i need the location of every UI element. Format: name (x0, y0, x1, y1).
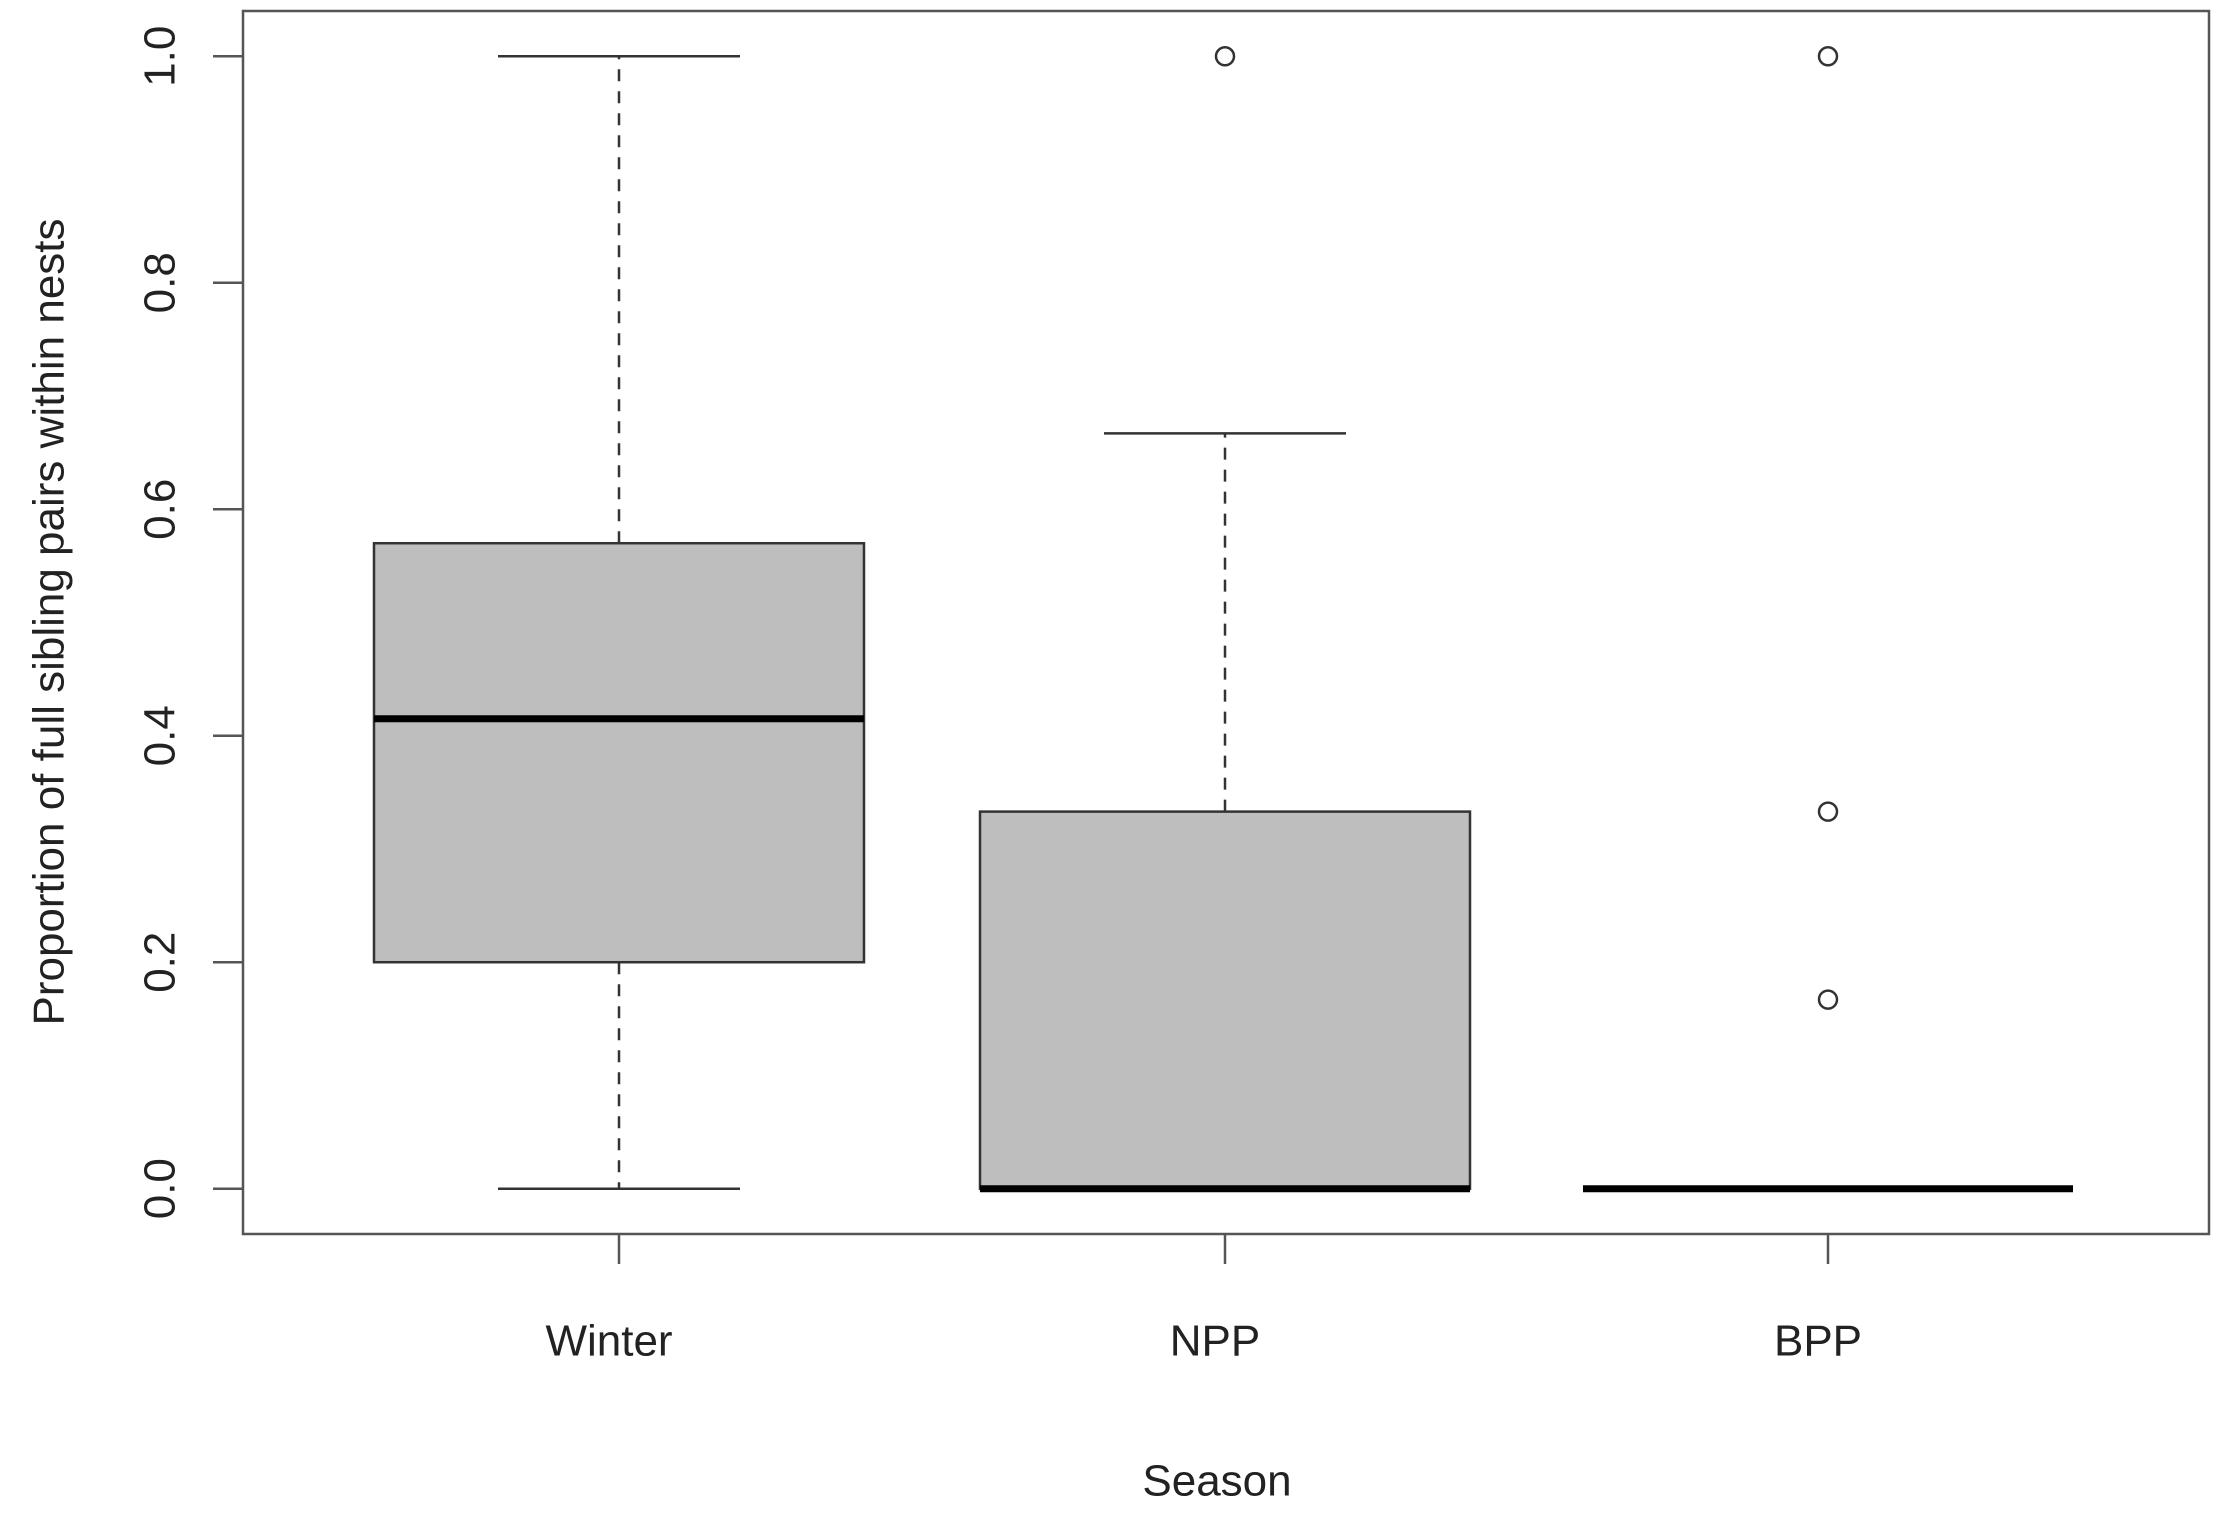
x-tick-label: Winter (545, 1317, 672, 1366)
outlier (1817, 801, 1839, 822)
box (978, 810, 1472, 1190)
y-tick-label: 0.6 (136, 479, 185, 540)
outlier (1214, 46, 1236, 67)
outlier (1817, 46, 1839, 67)
x-tick-label: BPP (1774, 1317, 1862, 1366)
y-tick-label: 1.0 (136, 26, 185, 87)
y-tick-label: 0.0 (136, 1158, 185, 1219)
box (372, 541, 866, 964)
x-tick-label: NPP (1170, 1317, 1260, 1366)
outlier (1817, 989, 1839, 1010)
y-tick-label: 0.4 (136, 705, 185, 766)
x-axis-title: Season (1142, 1457, 1291, 1506)
y-tick-label: 0.8 (136, 252, 185, 313)
y-tick-label: 0.2 (136, 932, 185, 993)
y-axis-title: Proportion of full sibling pairs within … (25, 218, 74, 1025)
